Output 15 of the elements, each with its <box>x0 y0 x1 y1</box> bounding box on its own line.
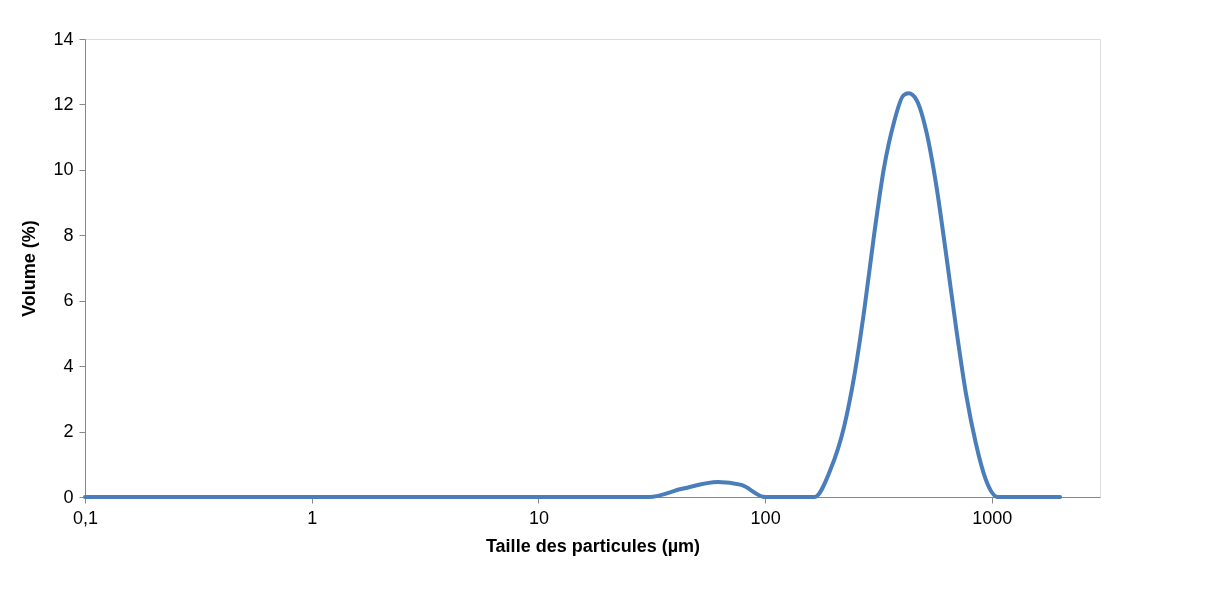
y-tick-label: 12 <box>53 93 74 114</box>
y-tick-label: 2 <box>63 421 74 442</box>
y-axis-title: Volume (%) <box>19 220 40 317</box>
x-tick-label: 100 <box>750 507 781 528</box>
x-tick-label: 10 <box>528 507 549 528</box>
y-tick-label: 14 <box>53 28 74 49</box>
y-tick-label: 4 <box>63 355 74 376</box>
y-tick-label: 0 <box>63 486 74 507</box>
x-tick-label: 0,1 <box>72 507 99 528</box>
x-tick-label: 1000 <box>972 507 1013 528</box>
x-axis-title: Taille des particules (µm) <box>485 535 701 556</box>
y-tick-label: 10 <box>53 159 74 180</box>
y-tick-label: 8 <box>63 224 74 245</box>
x-tick-label: 1 <box>307 507 318 528</box>
y-tick-label: 6 <box>63 290 74 311</box>
